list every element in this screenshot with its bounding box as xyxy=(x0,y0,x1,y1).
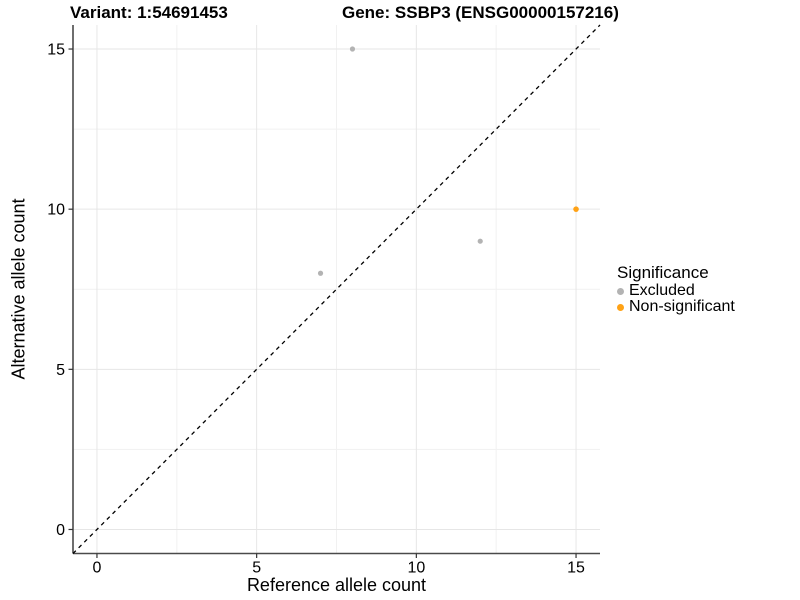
x-axis-title: Reference allele count xyxy=(246,575,427,595)
legend-item-label: Excluded xyxy=(629,282,695,299)
x-tick-label: 15 xyxy=(567,560,585,577)
y-tick-label: 15 xyxy=(47,42,65,59)
data-point-non-significant xyxy=(573,206,579,212)
y-tick-label: 0 xyxy=(56,522,65,539)
non-significant-point-icon xyxy=(617,303,624,311)
legend-item-excluded: Excluded xyxy=(617,283,735,299)
y-tick-label: 10 xyxy=(47,202,65,219)
legend: Significance Excluded Non-significant xyxy=(617,263,735,315)
excluded-point-icon xyxy=(617,287,624,295)
legend-item-non-significant: Non-significant xyxy=(617,299,735,315)
plot-title-variant: Variant: 1:54691453 xyxy=(70,3,228,22)
data-point-excluded xyxy=(349,46,356,52)
x-tick-label: 10 xyxy=(407,560,425,577)
legend-item-label: Non-significant xyxy=(629,298,735,315)
data-point-excluded xyxy=(477,238,483,244)
y-tick-label: 5 xyxy=(56,362,65,379)
x-tick-label: 5 xyxy=(252,560,261,577)
x-tick-label: 0 xyxy=(93,560,102,577)
data-point-excluded xyxy=(317,270,324,276)
plot-title-gene: Gene: SSBP3 (ENSG00000157216) xyxy=(342,3,619,22)
y-axis-title: Alternative allele count xyxy=(8,198,29,380)
legend-title: Significance xyxy=(617,263,709,282)
